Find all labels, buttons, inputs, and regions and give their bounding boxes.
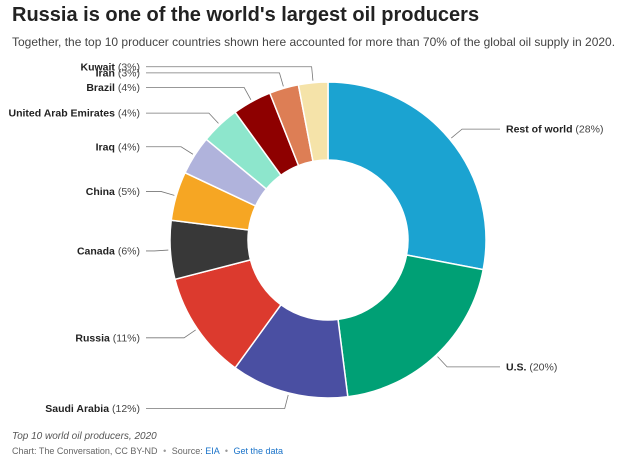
slice-kuwait [297,81,329,163]
chart-caption: Top 10 world oil producers, 2020 [12,431,157,442]
slice-label-value: (4%) [115,108,140,120]
slice-label-united-arab-emirates: United Arab Emirates (4%) [9,108,140,120]
slice-label-value: (28%) [573,124,604,136]
slice-label-iraq: Iraq (4%) [96,141,140,153]
slice-label-rest-of-world: Rest of world (28%) [506,124,603,136]
slice-label-iran: Iran (3%) [96,67,140,79]
slice-rest-of-world [327,81,487,271]
slice-label-value: (12%) [109,403,140,415]
slice-label-name: Russia [75,332,110,344]
leader-line-brazil [146,87,252,100]
leader-line-rest-of-world [451,128,500,139]
slice-u-s [337,254,485,398]
slice-label-saudi-arabia: Saudi Arabia (12%) [45,403,140,415]
slice-label-u-s: U.S. (20%) [506,361,557,373]
leader-line-kuwait [146,66,314,81]
slice-label-canada: Canada (6%) [77,245,140,257]
leader-line-canada [146,249,169,252]
slice-label-value: (20%) [526,361,557,373]
credit-text: Chart: The Conversation, CC BY-ND [12,446,158,456]
slice-label-value: (3%) [115,67,140,79]
source-label: Source: [171,446,203,456]
slice-label-value: (4%) [115,141,140,153]
leader-line-iraq [146,146,194,155]
chart-credit: Chart: The Conversation, CC BY-ND • Sour… [12,446,283,456]
slice-label-kuwait: Kuwait (3%) [80,61,140,73]
leader-line-russia [146,329,196,339]
separator: • [163,446,167,456]
slice-label-name: Kuwait [80,61,115,73]
chart-title: Russia is one of the world's largest oil… [12,4,480,26]
slice-label-value: (6%) [115,245,140,257]
slice-label-name: United Arab Emirates [9,108,116,120]
separator: • [224,446,228,456]
leader-line-u-s [437,356,500,368]
chart-subtitle: Together, the top 10 producer countries … [12,35,616,49]
source-link[interactable]: EIA [205,446,220,456]
slice-label-name: Iran [96,67,115,79]
slice-label-name: Brazil [86,82,115,94]
slice-label-china: China (5%) [86,186,140,198]
get-data-link[interactable]: Get the data [233,446,284,456]
leader-line-iran [146,72,284,87]
slice-label-value: (4%) [115,82,140,94]
slice-label-name: Rest of world [506,124,573,136]
slice-label-brazil: Brazil (4%) [86,82,140,94]
slice-label-name: China [86,186,115,198]
slice-label-russia: Russia (11%) [75,332,140,344]
slice-label-value: (3%) [115,61,140,73]
slice-label-value: (5%) [115,186,140,198]
slice-label-name: U.S. [506,361,527,373]
leader-line-saudi-arabia [146,394,289,409]
slice-label-name: Canada [77,245,115,257]
slice-label-value: (11%) [110,332,140,344]
slice-label-name: Iraq [96,141,115,153]
leader-line-china [146,191,175,196]
slice-label-name: Saudi Arabia [45,403,109,415]
leader-line-united-arab-emirates [146,112,219,124]
